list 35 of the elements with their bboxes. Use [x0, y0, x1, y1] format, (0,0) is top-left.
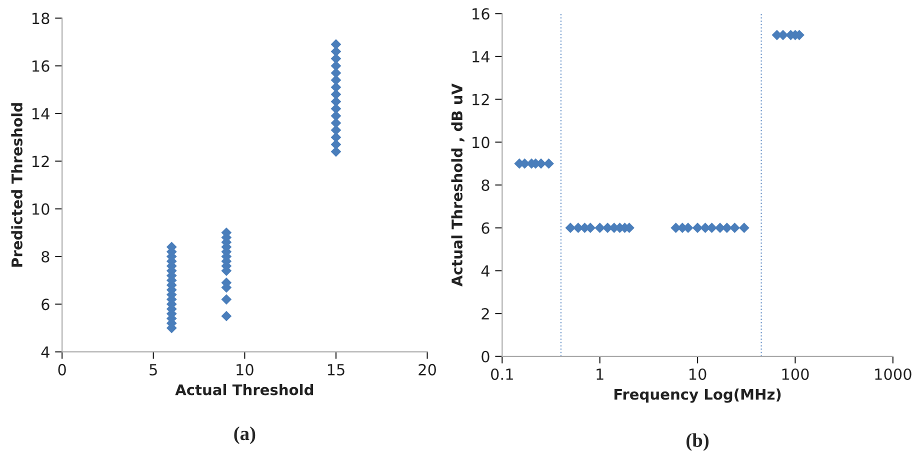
x-tick-label: 10	[689, 368, 706, 380]
x-tick-label: 10	[236, 364, 254, 376]
y-tick-label: 14	[472, 51, 490, 62]
x-tick-label: 1	[596, 368, 604, 380]
y-tick-label: 10	[472, 136, 490, 148]
y-tick-label: 16	[472, 8, 490, 20]
y-tick-label: 18	[32, 12, 50, 24]
y-tick-label: 8	[482, 179, 490, 192]
point	[221, 294, 232, 305]
y-tick-label: 2	[482, 308, 489, 320]
y-axis-title: Predicted Threshold	[11, 103, 22, 267]
y-tick-label: 12	[472, 94, 489, 106]
x-tick-label: 0.1	[491, 368, 513, 380]
x-tick-label: 1000	[875, 368, 912, 380]
y-axis-title: Actual Threshold , dB uV	[451, 84, 464, 286]
y-tick-label: 0	[482, 350, 490, 362]
y-tick-label: 6	[482, 222, 490, 234]
y-tick-label: 14	[32, 108, 50, 120]
point	[221, 310, 232, 322]
x-axis-title: Frequency Log(MHz)	[614, 388, 781, 403]
y-tick-label: 4	[481, 265, 490, 276]
text: (a)	[234, 426, 256, 444]
text: (b)	[686, 433, 709, 451]
x-tick-label: 5	[150, 364, 157, 376]
y-tick-label: 4	[41, 346, 50, 358]
x-tick-label: 20	[418, 364, 436, 376]
y-tick-label: 6	[42, 298, 50, 310]
y-tick-label: 8	[42, 250, 50, 263]
x-axis-title: Actual Threshold	[175, 384, 314, 396]
y-tick-label: 10	[32, 203, 50, 215]
y-tick-label: 16	[32, 60, 50, 72]
x-tick-label: 15	[328, 364, 344, 376]
y-tick-label: 12	[32, 156, 49, 167]
x-tick-label: 100	[782, 368, 809, 380]
x-tick-label: 0	[58, 364, 66, 376]
